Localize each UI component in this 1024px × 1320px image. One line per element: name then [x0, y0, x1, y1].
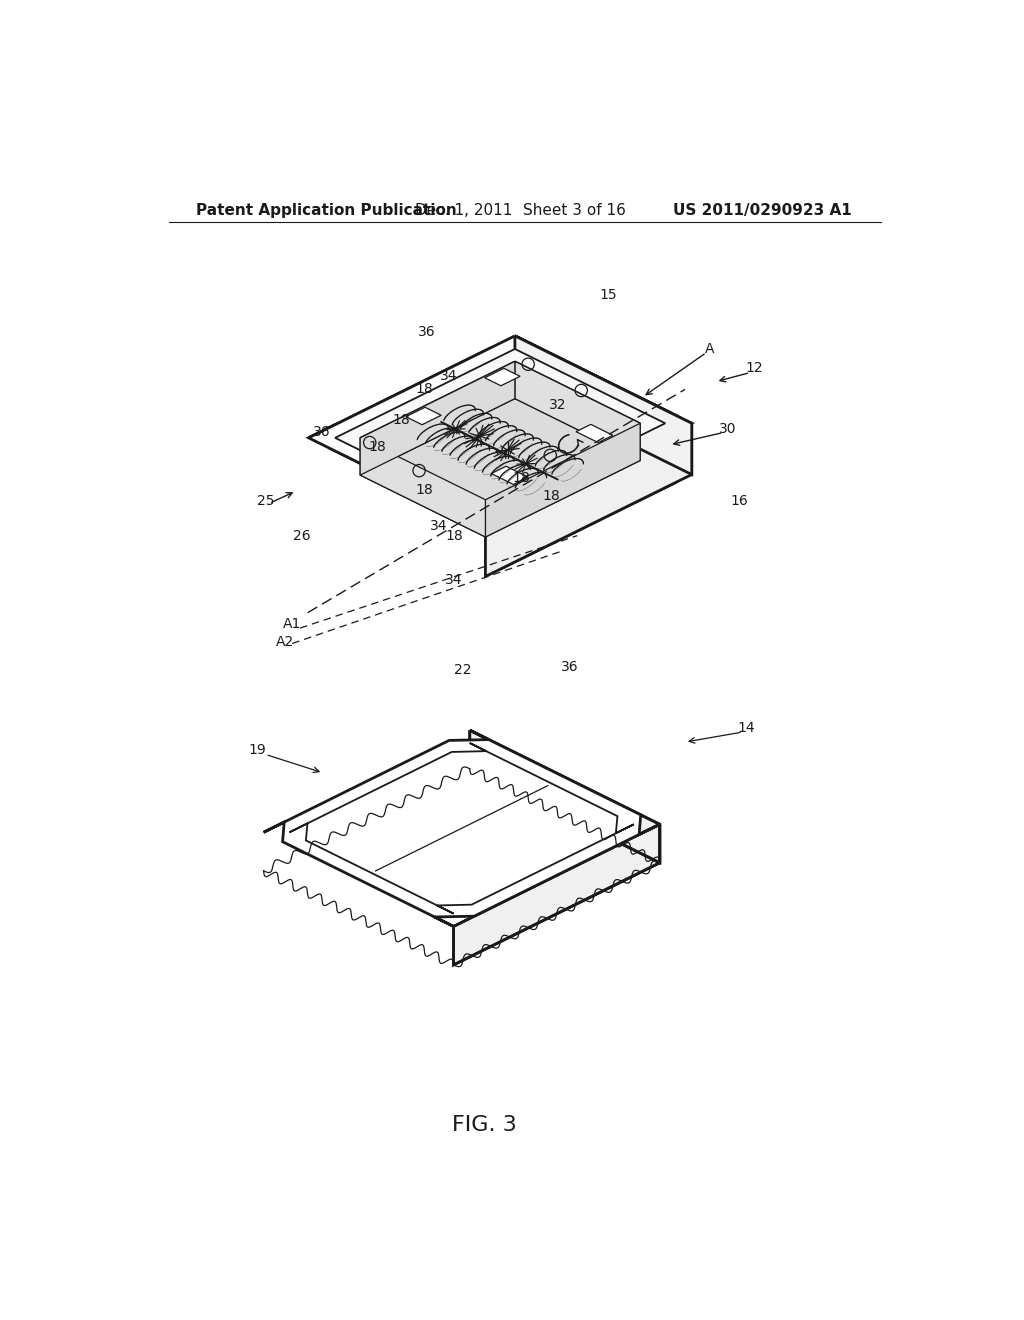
Text: 22: 22 — [455, 664, 472, 677]
Text: 26: 26 — [293, 529, 310, 543]
Text: A: A — [705, 342, 715, 356]
PathPatch shape — [360, 438, 485, 537]
PathPatch shape — [360, 362, 515, 475]
Text: Dec. 1, 2011: Dec. 1, 2011 — [416, 203, 513, 218]
Text: 36: 36 — [418, 325, 436, 339]
Text: 30: 30 — [719, 422, 736, 437]
Text: 36: 36 — [561, 660, 579, 673]
Text: 12: 12 — [745, 360, 763, 375]
PathPatch shape — [485, 424, 692, 577]
PathPatch shape — [515, 362, 640, 461]
PathPatch shape — [529, 343, 678, 467]
Text: 14: 14 — [737, 721, 756, 735]
PathPatch shape — [502, 432, 675, 569]
Text: 34: 34 — [440, 368, 458, 383]
Text: 18: 18 — [368, 440, 386, 454]
PathPatch shape — [515, 335, 692, 474]
PathPatch shape — [322, 342, 679, 520]
Text: 18: 18 — [416, 483, 433, 496]
Text: US 2011/0290923 A1: US 2011/0290923 A1 — [674, 203, 852, 218]
Text: 15: 15 — [599, 289, 616, 302]
PathPatch shape — [308, 335, 692, 525]
PathPatch shape — [360, 362, 640, 500]
Text: 36: 36 — [312, 425, 331, 438]
PathPatch shape — [577, 424, 613, 442]
Text: 18: 18 — [393, 413, 411, 428]
Text: 18: 18 — [513, 471, 530, 484]
Text: FIG. 3: FIG. 3 — [453, 1115, 517, 1135]
PathPatch shape — [406, 408, 441, 425]
PathPatch shape — [485, 424, 640, 537]
PathPatch shape — [360, 399, 640, 537]
Text: 34: 34 — [445, 573, 463, 587]
Text: 25: 25 — [257, 494, 274, 508]
PathPatch shape — [454, 824, 659, 965]
Text: Sheet 3 of 16: Sheet 3 of 16 — [523, 203, 626, 218]
PathPatch shape — [470, 730, 659, 863]
Text: 18: 18 — [445, 529, 463, 543]
Text: 18: 18 — [542, 488, 560, 503]
Text: 32: 32 — [549, 397, 566, 412]
PathPatch shape — [484, 368, 520, 385]
Text: 18: 18 — [416, 383, 433, 396]
Text: A2: A2 — [275, 635, 294, 649]
PathPatch shape — [275, 735, 648, 921]
Text: Patent Application Publication: Patent Application Publication — [196, 203, 457, 218]
PathPatch shape — [492, 466, 528, 484]
Text: 34: 34 — [430, 520, 447, 533]
Text: 19: 19 — [249, 743, 266, 756]
Text: 16: 16 — [730, 494, 748, 508]
Text: A1: A1 — [283, 618, 301, 631]
PathPatch shape — [335, 348, 666, 512]
